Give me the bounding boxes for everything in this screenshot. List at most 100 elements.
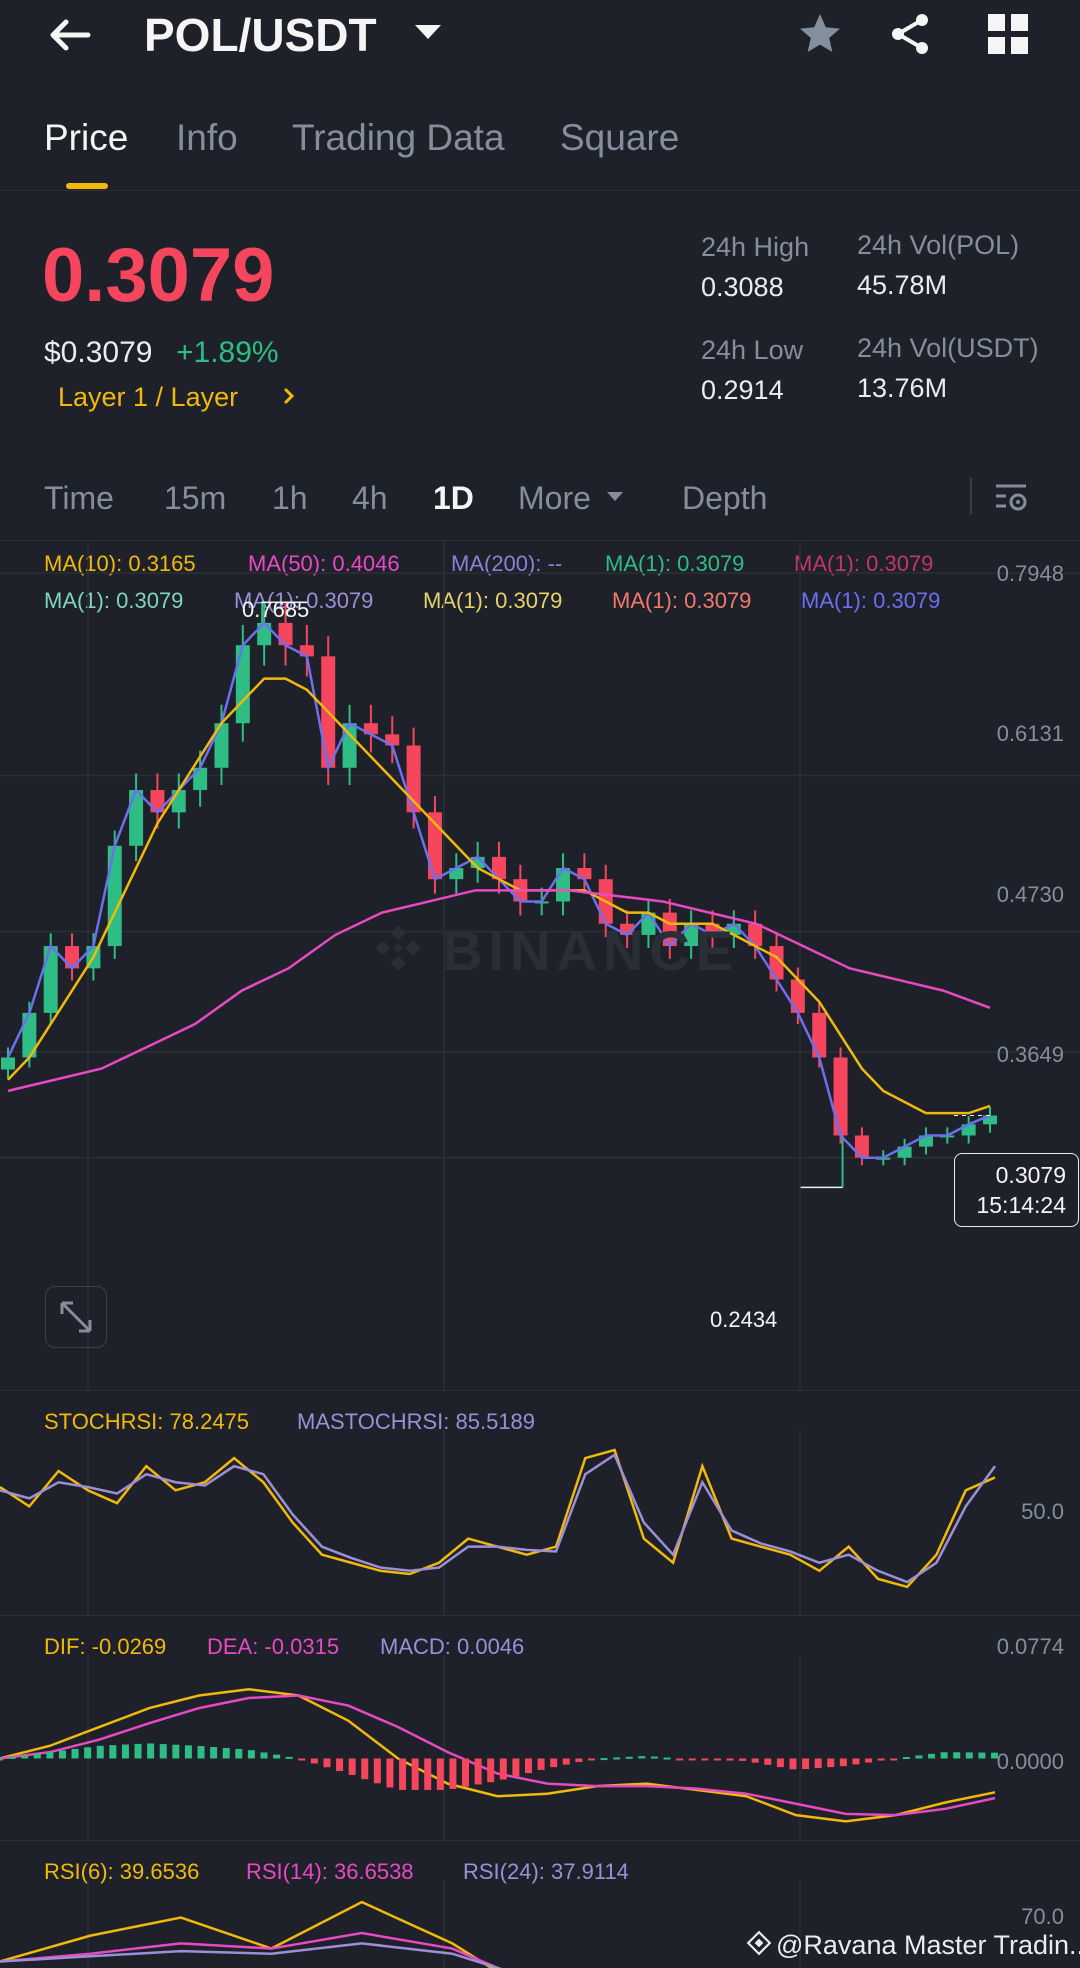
macd-histogram-bar bbox=[184, 1745, 192, 1759]
macd-histogram-bar bbox=[562, 1758, 570, 1765]
expand-icon bbox=[60, 1301, 92, 1333]
macd-histogram-bar bbox=[524, 1758, 532, 1774]
candle-body bbox=[961, 1124, 976, 1136]
macd-histogram-bar bbox=[235, 1748, 243, 1759]
macd-histogram-bar bbox=[210, 1747, 218, 1759]
macd-histogram-bar bbox=[46, 1752, 54, 1759]
candle-body bbox=[833, 1057, 848, 1136]
candle-body bbox=[790, 979, 805, 1013]
series-line bbox=[0, 1448, 996, 1589]
candle-body bbox=[257, 622, 272, 646]
stochrsi-chart[interactable] bbox=[0, 1430, 1080, 1615]
tab-square[interactable]: Square bbox=[560, 117, 680, 158]
tab-price[interactable]: Price bbox=[44, 117, 129, 158]
macd-histogram-bar bbox=[991, 1752, 998, 1759]
candle-body bbox=[470, 856, 485, 869]
candle-body bbox=[406, 745, 421, 813]
macd-histogram-bar bbox=[449, 1758, 457, 1789]
chevron-down-icon[interactable] bbox=[413, 22, 443, 42]
diamond-logo-icon bbox=[746, 1930, 772, 1956]
tf-15m[interactable]: 15m bbox=[164, 480, 227, 516]
macd-histogram-bar bbox=[940, 1752, 948, 1759]
candle-body bbox=[385, 734, 400, 746]
candle-body bbox=[705, 923, 720, 935]
macd-histogram-bar bbox=[789, 1758, 797, 1770]
macd-histogram-bar bbox=[890, 1758, 898, 1761]
candle-body bbox=[684, 923, 699, 947]
macd-histogram-bar bbox=[0, 1758, 3, 1761]
ma1-legend-magenta: MA(1): 0.3079 bbox=[794, 551, 934, 576]
tf-time[interactable]: Time bbox=[44, 480, 114, 516]
macd-histogram-bar bbox=[839, 1758, 847, 1767]
chart-settings-icon[interactable] bbox=[992, 478, 1032, 518]
macd-histogram-bar bbox=[285, 1756, 293, 1759]
panel-divider bbox=[0, 1390, 1080, 1391]
macd-histogram-bar bbox=[474, 1758, 482, 1785]
macd-histogram-bar bbox=[222, 1747, 230, 1759]
tab-info[interactable]: Info bbox=[176, 117, 238, 158]
more-caret-icon[interactable] bbox=[606, 490, 624, 504]
macd-histogram-bar bbox=[373, 1758, 381, 1784]
share-icon[interactable] bbox=[886, 10, 934, 58]
back-arrow-icon[interactable] bbox=[44, 10, 94, 60]
macd-histogram-bar bbox=[852, 1758, 860, 1765]
candle-body bbox=[342, 723, 357, 768]
tab-trading-data[interactable]: Trading Data bbox=[292, 117, 505, 158]
ma50-line bbox=[7, 889, 991, 1093]
macd-histogram-bar bbox=[965, 1752, 973, 1759]
macd-histogram-bar bbox=[650, 1756, 658, 1759]
candle-body bbox=[492, 856, 506, 880]
macd-histogram-bar bbox=[613, 1757, 621, 1760]
macd-histogram-bar bbox=[33, 1753, 41, 1759]
tf-more[interactable]: More bbox=[518, 480, 591, 516]
tf-4h[interactable]: 4h bbox=[352, 480, 388, 516]
macd-histogram-bar bbox=[172, 1744, 180, 1759]
high-value: 0.3088 bbox=[701, 272, 784, 302]
macd-histogram-bar bbox=[197, 1746, 205, 1759]
macd-histogram-bar bbox=[487, 1758, 495, 1783]
tf-depth[interactable]: Depth bbox=[682, 480, 768, 516]
macd-histogram-bar bbox=[625, 1756, 633, 1759]
high-marker-label: 0.7685 bbox=[242, 597, 310, 622]
ma10-line bbox=[7, 677, 991, 1115]
chevron-right-icon[interactable] bbox=[282, 386, 296, 406]
macd-histogram-bar bbox=[310, 1758, 318, 1764]
ma1-legend-green: MA(1): 0.3079 bbox=[605, 551, 745, 576]
macd-chart[interactable] bbox=[0, 1655, 1080, 1840]
pair-title[interactable]: POL/USDT bbox=[144, 9, 377, 61]
expand-chart-button[interactable] bbox=[45, 1286, 107, 1348]
ma1-legend-lavender: MA(1): 0.3079 bbox=[234, 588, 374, 613]
star-icon[interactable] bbox=[796, 10, 844, 58]
vol-pol-value: 45.78M bbox=[857, 270, 948, 300]
usd-price: $0.3079 bbox=[44, 336, 153, 369]
macd-histogram-bar bbox=[21, 1755, 29, 1759]
macd-histogram-bar bbox=[260, 1752, 268, 1759]
macd-axis-top: 0.0774 bbox=[996, 1634, 1064, 1659]
tf-1h[interactable]: 1h bbox=[272, 480, 308, 516]
macd-histogram-bar bbox=[411, 1758, 419, 1790]
ma200-legend: MA(200): -- bbox=[451, 551, 563, 576]
binance-watermark-logo-icon bbox=[368, 918, 428, 978]
macd-histogram-bar bbox=[71, 1748, 79, 1759]
tf-1d[interactable]: 1D bbox=[433, 480, 474, 516]
category-link[interactable]: Layer 1 / Layer bbox=[58, 382, 239, 412]
macd-histogram-bar bbox=[109, 1745, 117, 1759]
candle-body bbox=[214, 723, 229, 768]
low-marker-label: 0.2434 bbox=[710, 1307, 778, 1332]
stochrsi-axis: 50.0 bbox=[1021, 1499, 1064, 1524]
ma1-legend-yellow: MA(1): 0.3079 bbox=[423, 588, 563, 613]
macd-histogram-bar bbox=[247, 1750, 255, 1759]
price-chart[interactable] bbox=[0, 540, 1080, 1390]
macd-histogram-bar bbox=[902, 1757, 910, 1760]
candle-body bbox=[427, 812, 442, 880]
ma50-legend: MA(50): 0.4046 bbox=[248, 551, 400, 576]
macd-histogram-bar bbox=[96, 1745, 104, 1759]
macd-histogram-bar bbox=[159, 1744, 167, 1759]
series-line bbox=[0, 1687, 996, 1823]
candle-body bbox=[620, 923, 635, 935]
tf-divider bbox=[970, 478, 972, 514]
ma1-legend-teal: MA(1): 0.3079 bbox=[44, 588, 184, 613]
candle-body bbox=[748, 923, 763, 947]
candle-body bbox=[150, 790, 165, 813]
grid-menu-icon[interactable] bbox=[986, 12, 1030, 56]
